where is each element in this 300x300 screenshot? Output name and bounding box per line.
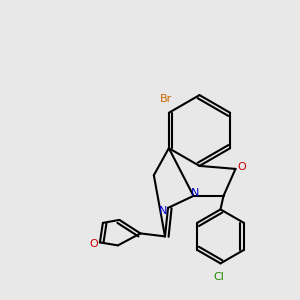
Text: Cl: Cl	[214, 272, 224, 282]
Text: N: N	[191, 188, 199, 198]
Text: O: O	[238, 162, 247, 172]
Text: O: O	[89, 239, 98, 249]
Text: Br: Br	[160, 94, 172, 104]
Text: N: N	[159, 206, 168, 216]
